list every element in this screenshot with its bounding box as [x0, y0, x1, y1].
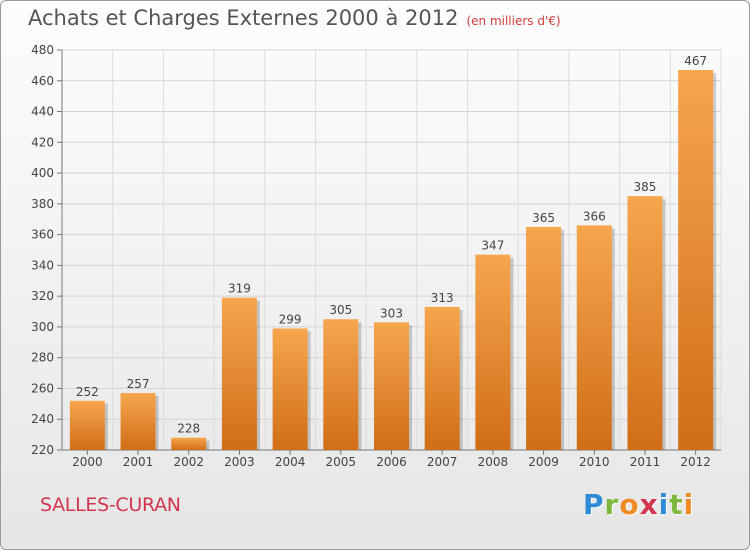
x-tick-label: 2000: [72, 455, 103, 469]
y-tick-label: 280: [31, 351, 54, 365]
bar-2000: [69, 400, 105, 450]
x-tick-label: 2003: [224, 455, 255, 469]
bar-2009: [526, 226, 562, 450]
axes: 220 240 260 280 300 320 340 360 380 400 420 440 460 4…: [31, 43, 721, 469]
bar-2004: [272, 328, 308, 450]
x-tick-label: 2008: [478, 455, 509, 469]
bar-2011: [627, 196, 663, 450]
y-tick-label: 440: [31, 105, 54, 119]
y-tick-label: 300: [31, 320, 54, 334]
x-tick-label: 2004: [275, 455, 306, 469]
proxiti-logo: Proxiti: [583, 488, 694, 521]
logo-letter: i: [683, 488, 695, 521]
logo-letter: o: [619, 488, 640, 521]
y-tick-label: 240: [31, 412, 54, 426]
bars: [69, 70, 717, 450]
bar-2001: [120, 393, 156, 450]
logo-letter: x: [639, 488, 659, 521]
bar-2006: [374, 322, 409, 450]
value-label: 299: [279, 312, 302, 326]
x-tick-label: 2006: [376, 455, 407, 469]
chart-unit: (en milliers d'€): [466, 14, 561, 28]
x-tick-label: 2011: [630, 455, 661, 469]
y-tick-label: 320: [31, 289, 54, 303]
value-label: 319: [228, 282, 251, 296]
bar-2010: [576, 225, 612, 450]
value-labels: 252 257 228 319 299 305 303 313 347 365 366 385 467: [76, 54, 707, 436]
bar-2005: [323, 319, 359, 450]
y-tick-label: 340: [31, 258, 54, 272]
x-tick-label: 2012: [680, 455, 711, 469]
value-label: 385: [634, 180, 657, 194]
x-tick-label: 2007: [427, 455, 458, 469]
bar-2007: [424, 306, 460, 450]
value-label: 228: [177, 422, 200, 436]
y-tick-label: 400: [31, 166, 54, 180]
x-tick-label: 2005: [326, 455, 357, 469]
y-tick-label: 360: [31, 228, 54, 242]
value-label: 365: [532, 211, 555, 225]
logo-letter: r: [604, 488, 620, 521]
chart-title-text: Achats et Charges Externes 2000 à 2012: [28, 6, 459, 30]
y-tick-label: 220: [31, 443, 54, 457]
bar-2003: [221, 297, 257, 450]
value-label: 303: [380, 306, 403, 320]
y-tick-label: 380: [31, 197, 54, 211]
y-tick-label: 480: [31, 43, 54, 57]
logo-letter: t: [669, 488, 684, 521]
x-tick-label: 2009: [528, 455, 559, 469]
x-tick-label: 2010: [579, 455, 610, 469]
value-label: 347: [481, 239, 504, 253]
logo-letter: i: [658, 488, 670, 521]
value-label: 366: [583, 209, 606, 223]
x-tick-label: 2001: [123, 455, 154, 469]
value-label: 305: [329, 303, 352, 317]
x-tick-label: 2002: [173, 455, 204, 469]
y-tick-label: 460: [31, 74, 54, 88]
bar-2012: [678, 70, 714, 450]
value-label: 313: [431, 291, 454, 305]
y-tick-label: 420: [31, 135, 54, 149]
bar-2002: [171, 437, 207, 450]
logo-letter: P: [583, 488, 605, 521]
value-label: 252: [76, 385, 99, 399]
value-label: 467: [684, 54, 707, 68]
y-tick-label: 260: [31, 381, 54, 395]
chart-title: Achats et Charges Externes 2000 à 2012 (e…: [28, 6, 561, 30]
commune-name: SALLES-CURAN: [40, 494, 181, 516]
value-label: 257: [127, 377, 150, 391]
bar-2008: [475, 254, 511, 450]
